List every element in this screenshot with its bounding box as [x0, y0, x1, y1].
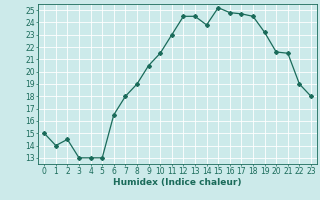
X-axis label: Humidex (Indice chaleur): Humidex (Indice chaleur)	[113, 178, 242, 187]
